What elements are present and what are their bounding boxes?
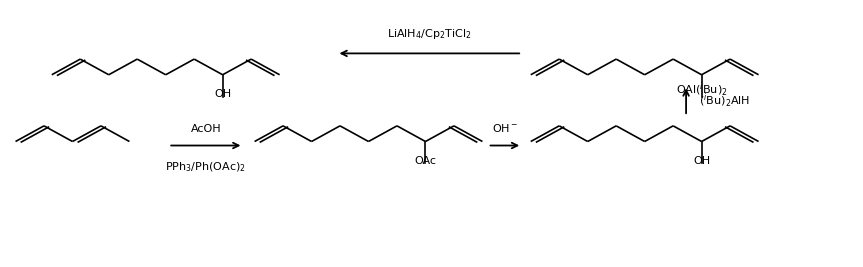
Text: AcOH: AcOH [191,124,221,134]
Text: LiAlH$_4$/Cp$_2$TiCl$_2$: LiAlH$_4$/Cp$_2$TiCl$_2$ [387,28,472,41]
Text: OH: OH [214,89,231,99]
Text: PPh$_3$/Ph(OAc)$_2$: PPh$_3$/Ph(OAc)$_2$ [166,160,246,174]
Text: ($^i$Bu)$_2$AlH: ($^i$Bu)$_2$AlH [699,92,750,110]
Text: OAc: OAc [414,156,437,166]
Text: OH$^-$: OH$^-$ [492,121,518,134]
Text: OH: OH [693,156,710,166]
Text: OAl($^{i}$Bu)$_2$: OAl($^{i}$Bu)$_2$ [676,81,728,99]
